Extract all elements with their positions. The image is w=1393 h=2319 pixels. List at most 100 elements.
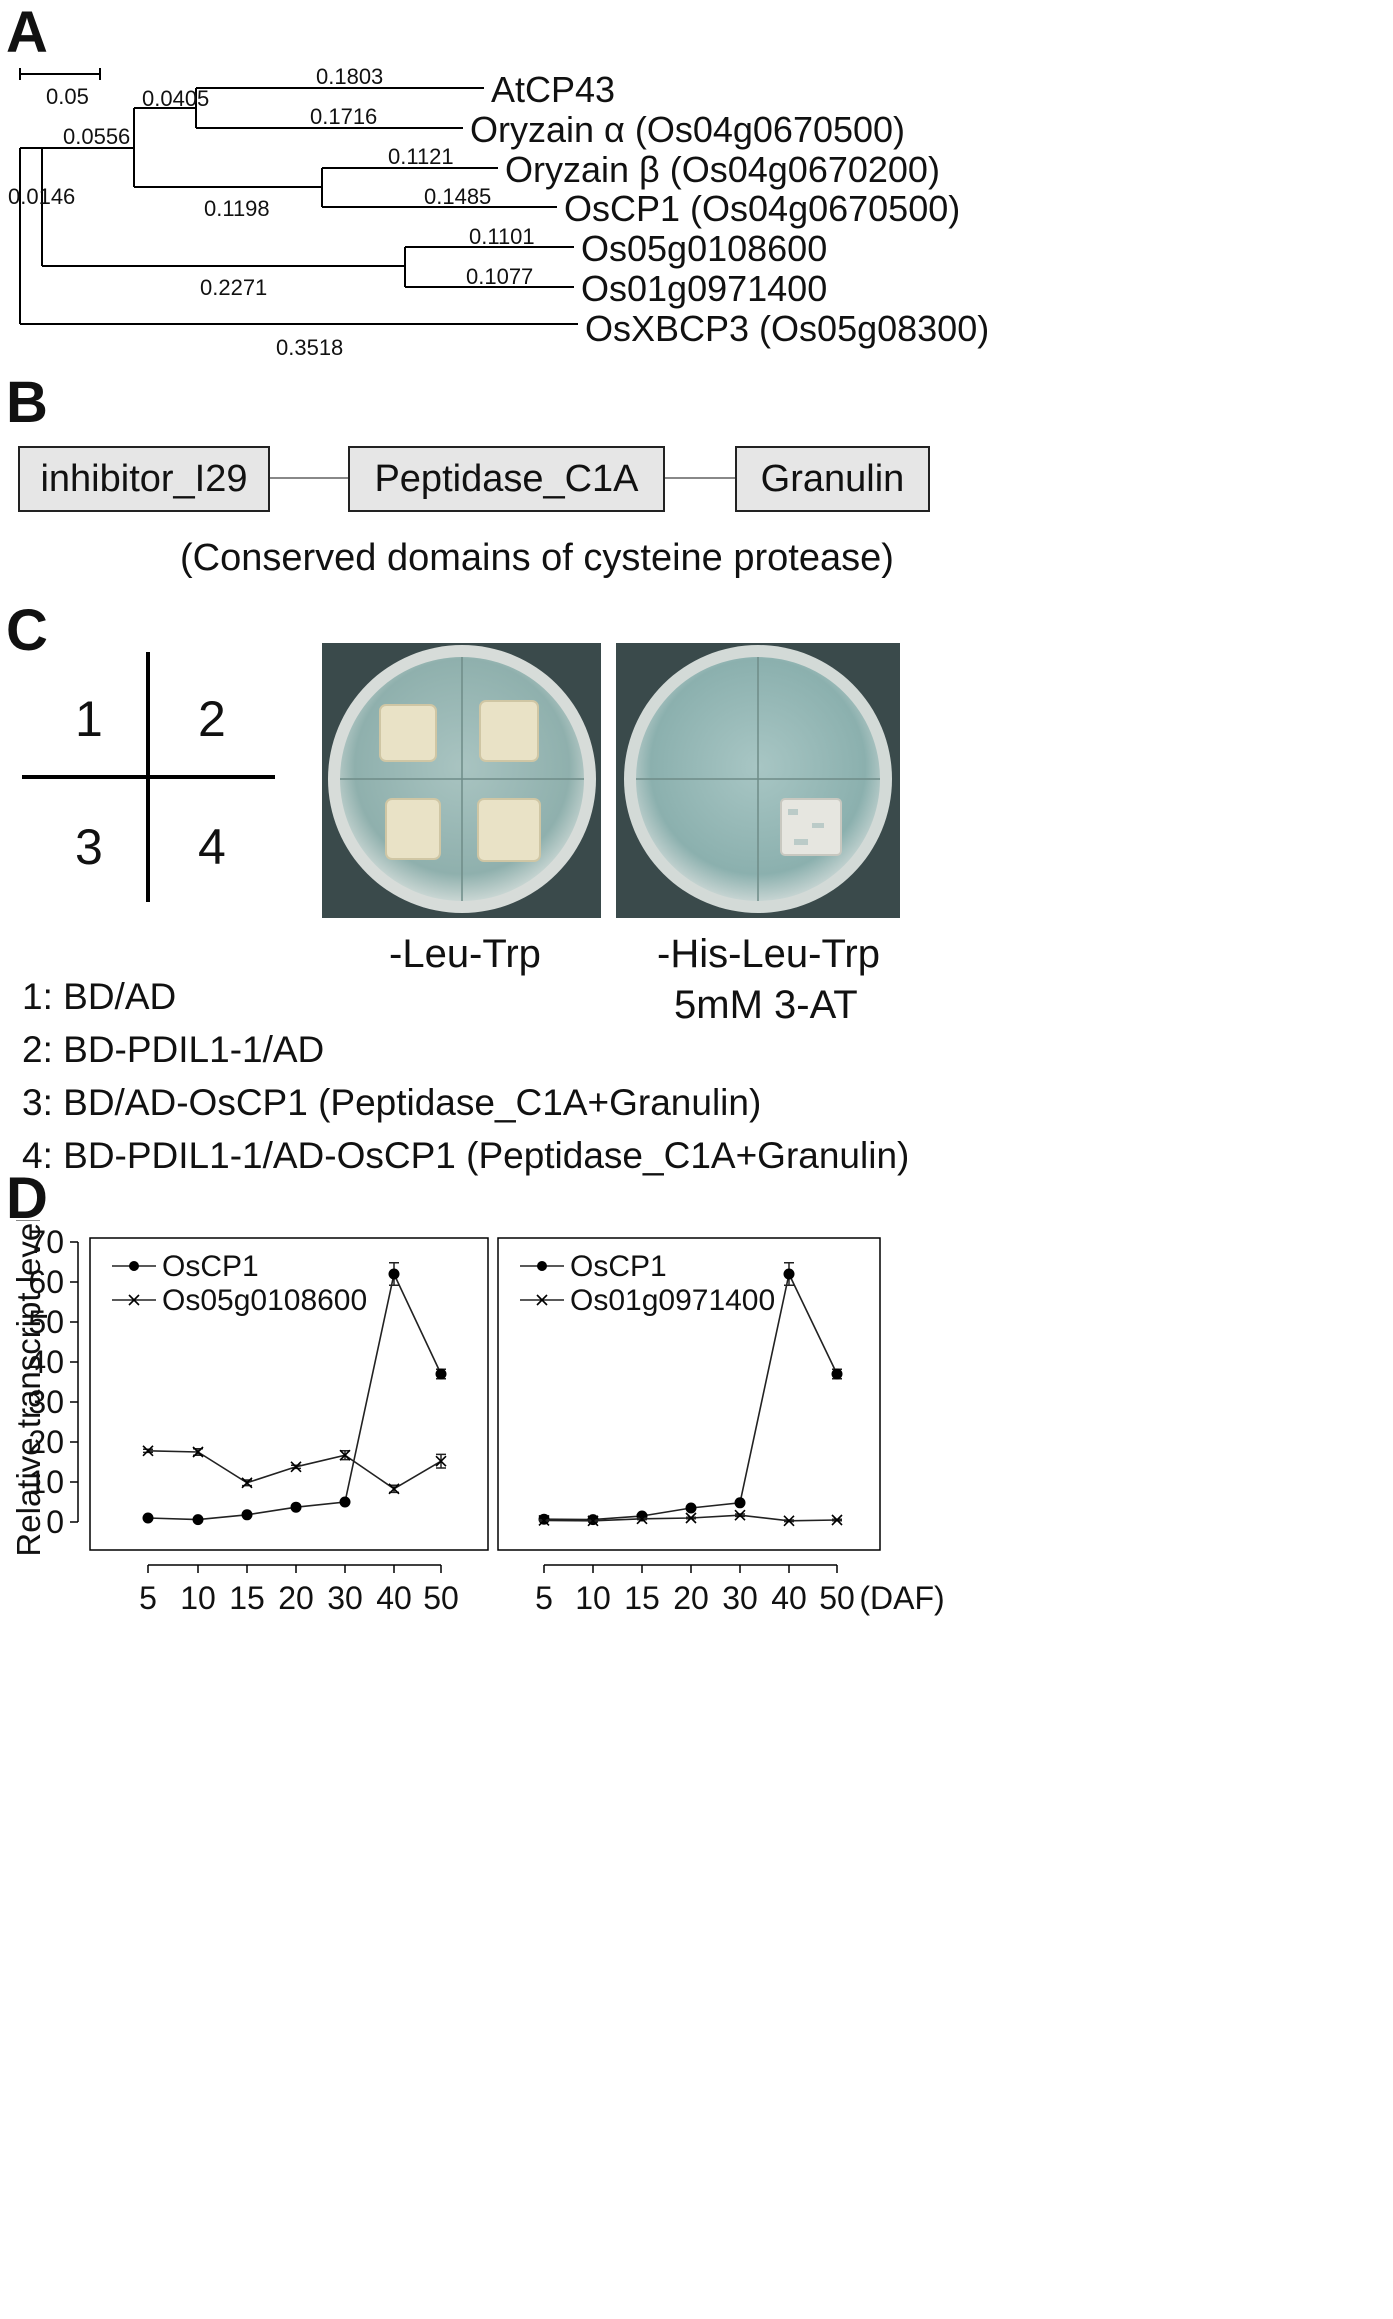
construct-legend: 1: BD/AD 2: BD-PDIL1-1/AD 3: BD/AD-OsCP1… xyxy=(22,970,909,1182)
panel-d-letter: D xyxy=(6,1166,48,1231)
x-tick-label: 15 xyxy=(624,1580,660,1616)
plate-label-right-line2: 5mM 3-AT xyxy=(674,983,858,1027)
x-tick-label: 50 xyxy=(819,1580,855,1616)
data-point xyxy=(734,1509,746,1521)
branch-length-oryzain-alpha: 0.1716 xyxy=(310,104,378,129)
branch-length-os-pair: 0.2271 xyxy=(200,275,268,300)
data-point xyxy=(538,1514,550,1526)
legend-label: OsCP1 xyxy=(162,1250,259,1283)
plot-frame xyxy=(497,1237,881,1551)
data-point xyxy=(388,1483,400,1495)
plot-frame xyxy=(89,1237,489,1551)
branch-length-osxbcp3: 0.3518 xyxy=(276,335,344,360)
domain-inhibitor-i29: inhibitor_I29 xyxy=(18,446,270,512)
legend-marker xyxy=(537,1261,547,1271)
domain-peptidase-c1a: Peptidase_C1A xyxy=(348,446,665,512)
scale-bar xyxy=(19,68,101,80)
tree-leaf-label: Os01g0971400 xyxy=(581,268,828,309)
x-tick-label: 40 xyxy=(376,1580,412,1616)
construct-legend-item: 3: BD/AD-OsCP1 (Peptidase_C1A+Granulin) xyxy=(22,1082,762,1123)
yeast-patch-4 xyxy=(477,798,541,862)
tree-leaf-label: Oryzain β (Os04g0670200) xyxy=(505,149,940,190)
domain-connectors xyxy=(270,477,735,479)
tree-leaf-label: AtCP43 xyxy=(491,69,616,110)
x-tick-label: 10 xyxy=(180,1580,216,1616)
y-tick-label: 0 xyxy=(46,1504,64,1540)
panel-b-letter: B xyxy=(6,370,48,435)
legend-marker xyxy=(129,1261,139,1271)
branch-length-ab-clade: 0.0405 xyxy=(142,86,210,111)
data-point xyxy=(241,1509,253,1521)
plate-his-leu-trp xyxy=(616,643,900,918)
plate-leu-trp xyxy=(322,643,601,918)
quadrant-number-3: 3 xyxy=(75,819,103,875)
branch-length-oscp1: 0.1485 xyxy=(424,184,492,209)
x-tick-label: 30 xyxy=(722,1580,758,1616)
legend-label: OsCP1 xyxy=(570,1250,667,1283)
data-point xyxy=(435,1368,447,1380)
branch-length-atcp43: 0.1803 xyxy=(316,64,384,89)
plate-label-left: -Leu-Trp xyxy=(389,932,541,976)
branch-length-root-inner: 0.0146 xyxy=(8,184,76,209)
scale-bar-value: 0.05 xyxy=(46,84,89,109)
x-tick-label: 5 xyxy=(139,1580,157,1616)
quadrant-cross xyxy=(22,652,275,902)
tree-leaf-label: Os05g0108600 xyxy=(581,228,828,269)
legend-marker xyxy=(536,1294,548,1306)
legend-label: Os05g0108600 xyxy=(162,1284,367,1317)
x-tick-label: 10 xyxy=(575,1580,611,1616)
construct-legend-item: 4: BD-PDIL1-1/AD-OsCP1 (Peptidase_C1A+Gr… xyxy=(22,1135,910,1176)
y-tick-label: 40 xyxy=(28,1344,64,1380)
branch-length-upper-clade: 0.0556 xyxy=(63,124,131,149)
plate-label-right-line1: -His-Leu-Trp xyxy=(657,932,880,976)
data-point xyxy=(783,1268,795,1280)
data-point xyxy=(142,1512,154,1524)
y-tick-label: 10 xyxy=(28,1464,64,1500)
domain-granulin: Granulin xyxy=(735,446,930,512)
construct-legend-item: 2: BD-PDIL1-1/AD xyxy=(22,1029,325,1070)
y-tick-label: 20 xyxy=(28,1424,64,1460)
domains-caption: (Conserved domains of cysteine protease) xyxy=(180,537,894,579)
y-tick-label: 50 xyxy=(28,1304,64,1340)
data-point xyxy=(241,1477,253,1489)
quadrant-number-4: 4 xyxy=(198,819,226,875)
panel-c-letter: C xyxy=(6,598,48,663)
tree-leaf-label: OsCP1 (Os04g0670500) xyxy=(564,188,961,229)
panel-a-letter: A xyxy=(6,0,48,65)
tree-leaf-label: OsXBCP3 (Os05g08300) xyxy=(585,308,990,349)
y-tick-label: 70 xyxy=(28,1224,64,1260)
data-point xyxy=(685,1512,697,1524)
data-point xyxy=(192,1514,204,1526)
legend-label: Os01g0971400 xyxy=(570,1284,775,1317)
series-line xyxy=(147,1450,442,1490)
y-axis-label: Relative transcript level xyxy=(10,1220,47,1557)
x-tick-label: 40 xyxy=(771,1580,807,1616)
branch-length-os05g: 0.1101 xyxy=(469,224,535,249)
legend-marker xyxy=(128,1294,140,1306)
x-tick-label: 20 xyxy=(673,1580,709,1616)
construct-legend-item: 1: BD/AD xyxy=(22,976,177,1017)
data-point xyxy=(636,1513,648,1525)
y-tick-label: 60 xyxy=(28,1264,64,1300)
branch-length-os01g: 0.1077 xyxy=(466,264,534,289)
x-tick-label: 20 xyxy=(278,1580,314,1616)
data-point xyxy=(685,1502,697,1514)
quadrant-number-2: 2 xyxy=(198,691,226,747)
data-point xyxy=(290,1461,302,1473)
data-point xyxy=(831,1514,843,1526)
x-axis-unit: (DAF) xyxy=(859,1580,944,1616)
branch-length-bo-clade: 0.1198 xyxy=(204,196,270,221)
data-point xyxy=(587,1515,599,1527)
data-point xyxy=(783,1515,795,1527)
branch-length-oryzain-beta: 0.1121 xyxy=(388,144,454,169)
yeast-patch-4 xyxy=(780,798,842,856)
yeast-patch-2 xyxy=(479,700,539,762)
data-point xyxy=(339,1496,351,1508)
phylogenetic-tree xyxy=(19,68,578,325)
y-tick-label: 30 xyxy=(28,1384,64,1420)
x-tick-label: 30 xyxy=(327,1580,363,1616)
yeast-patch-3 xyxy=(385,798,441,860)
x-tick-label: 50 xyxy=(423,1580,459,1616)
data-point xyxy=(142,1445,154,1457)
